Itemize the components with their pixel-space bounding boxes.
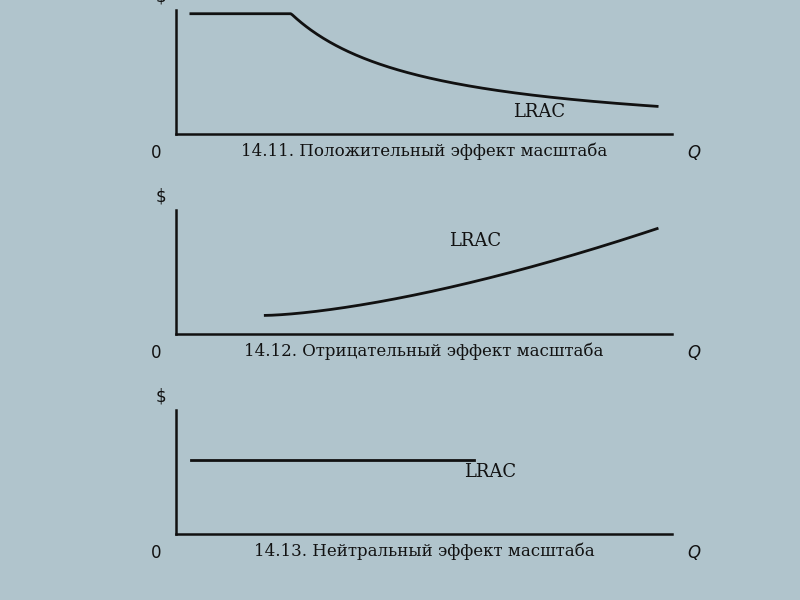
Text: Q: Q bbox=[687, 144, 700, 162]
Text: 0: 0 bbox=[150, 544, 161, 562]
Text: 0: 0 bbox=[150, 344, 161, 362]
Text: 14.11. Положительный эффект масштаба: 14.11. Положительный эффект масштаба bbox=[241, 143, 607, 160]
Text: 14.12. Отрицательный эффект масштаба: 14.12. Отрицательный эффект масштаба bbox=[244, 343, 604, 361]
Text: Q: Q bbox=[687, 344, 700, 362]
Text: $: $ bbox=[155, 0, 166, 5]
Text: 0: 0 bbox=[150, 144, 161, 162]
Text: 14.13. Нейтральный эффект масштаба: 14.13. Нейтральный эффект масштаба bbox=[254, 543, 594, 560]
Text: $: $ bbox=[155, 187, 166, 205]
Text: $: $ bbox=[155, 387, 166, 405]
Text: LRAC: LRAC bbox=[449, 232, 501, 250]
Text: Q: Q bbox=[687, 544, 700, 562]
Text: LRAC: LRAC bbox=[464, 463, 516, 481]
Text: LRAC: LRAC bbox=[514, 103, 566, 121]
